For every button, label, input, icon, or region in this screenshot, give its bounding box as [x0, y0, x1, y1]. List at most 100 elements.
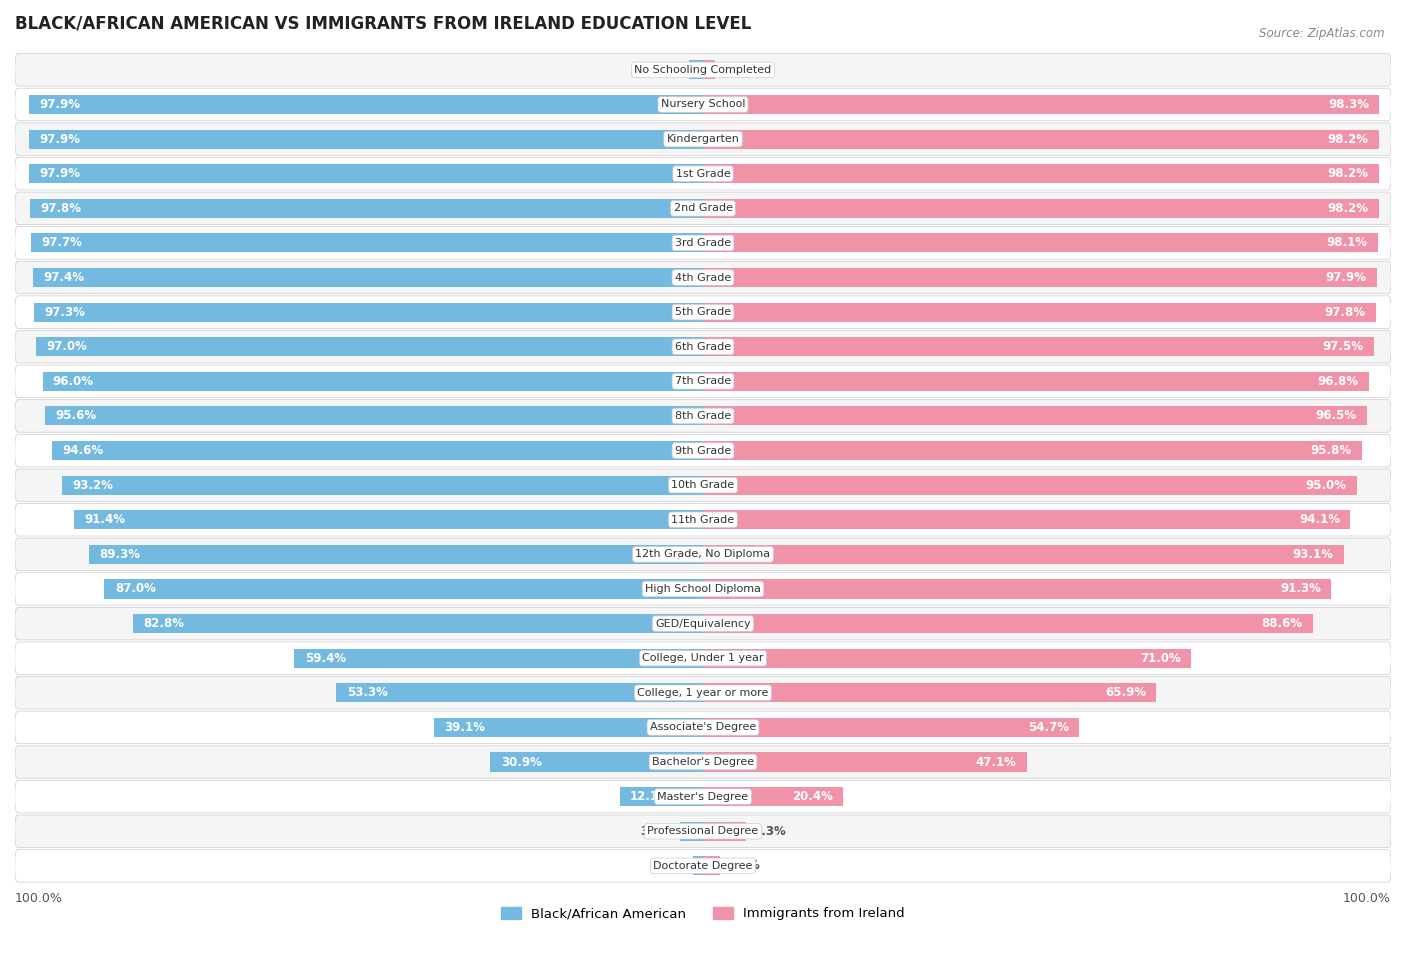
Bar [703, 233, 1378, 253]
Text: 39.1%: 39.1% [444, 721, 485, 734]
FancyBboxPatch shape [15, 226, 1391, 259]
Bar [703, 579, 1331, 599]
FancyBboxPatch shape [15, 434, 1391, 467]
Text: 98.2%: 98.2% [1327, 167, 1368, 180]
Text: 89.3%: 89.3% [98, 548, 141, 561]
FancyBboxPatch shape [15, 607, 1391, 640]
Bar [703, 199, 1379, 217]
Bar [703, 164, 1379, 183]
FancyBboxPatch shape [15, 123, 1391, 155]
FancyBboxPatch shape [15, 400, 1391, 432]
Bar [30, 130, 703, 148]
Bar [703, 302, 1376, 322]
Text: 97.3%: 97.3% [44, 305, 84, 319]
Text: 98.2%: 98.2% [1327, 202, 1368, 214]
Bar [703, 718, 1080, 737]
Bar [703, 268, 1376, 287]
Text: 95.0%: 95.0% [1305, 479, 1347, 491]
FancyBboxPatch shape [15, 711, 1391, 744]
Text: 12.1%: 12.1% [630, 790, 671, 803]
FancyBboxPatch shape [15, 88, 1391, 121]
Bar [42, 371, 703, 391]
FancyBboxPatch shape [15, 157, 1391, 190]
Bar [30, 95, 703, 114]
Text: 97.9%: 97.9% [39, 167, 80, 180]
Bar [703, 371, 1369, 391]
Bar [104, 579, 703, 599]
FancyBboxPatch shape [15, 331, 1391, 363]
Text: 88.6%: 88.6% [1261, 617, 1302, 630]
Text: 100.0%: 100.0% [15, 892, 63, 905]
FancyBboxPatch shape [15, 849, 1391, 882]
Bar [491, 753, 703, 771]
Text: 9th Grade: 9th Grade [675, 446, 731, 455]
Bar [679, 822, 703, 840]
Bar [45, 407, 703, 425]
Text: Professional Degree: Professional Degree [647, 826, 759, 837]
Text: Master's Degree: Master's Degree [658, 792, 748, 801]
Text: 2.1%: 2.1% [650, 63, 682, 76]
Bar [30, 164, 703, 183]
Text: 53.3%: 53.3% [347, 686, 388, 699]
Text: 97.8%: 97.8% [41, 202, 82, 214]
FancyBboxPatch shape [15, 503, 1391, 536]
Bar [703, 476, 1357, 494]
FancyBboxPatch shape [15, 642, 1391, 675]
Text: 94.6%: 94.6% [62, 444, 104, 457]
Bar [31, 233, 703, 253]
FancyBboxPatch shape [15, 815, 1391, 847]
Bar [703, 510, 1350, 529]
Text: 97.7%: 97.7% [41, 236, 82, 250]
Bar [30, 199, 703, 217]
Text: 93.1%: 93.1% [1292, 548, 1333, 561]
Text: 96.8%: 96.8% [1317, 374, 1358, 388]
Bar [620, 787, 703, 806]
Text: 6th Grade: 6th Grade [675, 342, 731, 352]
Text: Kindergarten: Kindergarten [666, 135, 740, 144]
Bar [34, 302, 703, 322]
Text: College, 1 year or more: College, 1 year or more [637, 687, 769, 698]
Bar [703, 683, 1156, 702]
Text: 87.0%: 87.0% [115, 582, 156, 596]
Text: BLACK/AFRICAN AMERICAN VS IMMIGRANTS FROM IRELAND EDUCATION LEVEL: BLACK/AFRICAN AMERICAN VS IMMIGRANTS FRO… [15, 15, 751, 33]
Text: 93.2%: 93.2% [72, 479, 112, 491]
Text: High School Diploma: High School Diploma [645, 584, 761, 594]
Bar [703, 95, 1379, 114]
Text: 4th Grade: 4th Grade [675, 273, 731, 283]
Text: 98.1%: 98.1% [1327, 236, 1368, 250]
Text: 97.9%: 97.9% [1326, 271, 1367, 284]
Bar [703, 856, 720, 876]
Bar [703, 614, 1313, 633]
Bar [52, 441, 703, 460]
Text: 97.4%: 97.4% [44, 271, 84, 284]
Text: 97.9%: 97.9% [39, 98, 80, 111]
Bar [294, 648, 703, 668]
Text: 10th Grade: 10th Grade [672, 480, 734, 490]
Text: 7th Grade: 7th Grade [675, 376, 731, 386]
Text: 8th Grade: 8th Grade [675, 410, 731, 421]
FancyBboxPatch shape [15, 746, 1391, 778]
Text: 97.5%: 97.5% [1323, 340, 1364, 353]
Text: GED/Equivalency: GED/Equivalency [655, 618, 751, 629]
Text: 100.0%: 100.0% [1343, 892, 1391, 905]
Bar [703, 337, 1374, 356]
Text: 11th Grade: 11th Grade [672, 515, 734, 525]
Text: Nursery School: Nursery School [661, 99, 745, 109]
Text: Bachelor's Degree: Bachelor's Degree [652, 757, 754, 767]
Text: 3.4%: 3.4% [640, 825, 672, 838]
Text: 2nd Grade: 2nd Grade [673, 204, 733, 214]
Text: 12th Grade, No Diploma: 12th Grade, No Diploma [636, 549, 770, 560]
Text: 91.3%: 91.3% [1279, 582, 1320, 596]
Text: 95.6%: 95.6% [56, 410, 97, 422]
Bar [134, 614, 703, 633]
Text: 96.5%: 96.5% [1316, 410, 1357, 422]
Text: 1.8%: 1.8% [723, 63, 755, 76]
Text: 97.8%: 97.8% [1324, 305, 1365, 319]
Text: 94.1%: 94.1% [1299, 513, 1340, 526]
FancyBboxPatch shape [15, 365, 1391, 398]
Bar [689, 60, 703, 79]
Text: 95.8%: 95.8% [1310, 444, 1351, 457]
Text: 98.3%: 98.3% [1329, 98, 1369, 111]
Text: Doctorate Degree: Doctorate Degree [654, 861, 752, 871]
Text: 65.9%: 65.9% [1105, 686, 1146, 699]
